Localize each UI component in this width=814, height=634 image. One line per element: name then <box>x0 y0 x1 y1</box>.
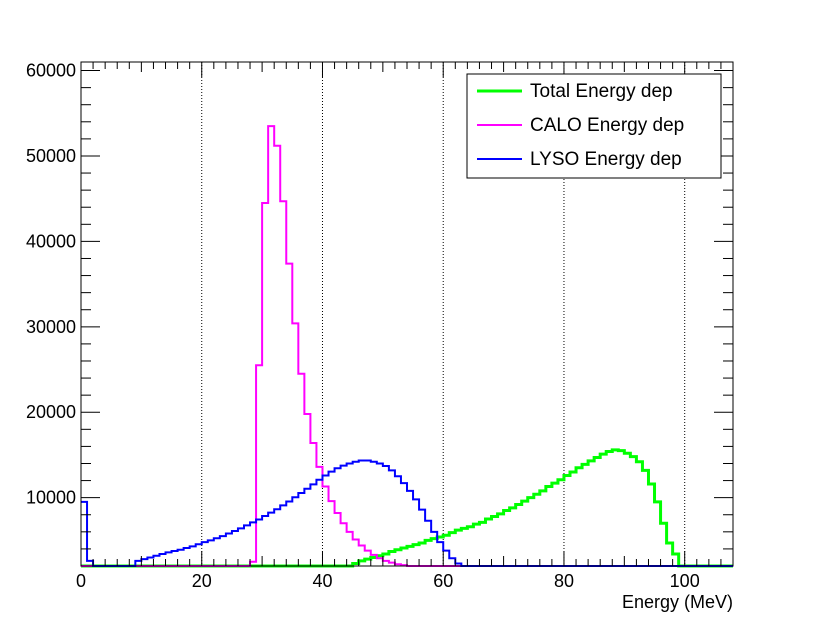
y-tick-label: 40000 <box>26 231 76 251</box>
y-tick-label: 10000 <box>26 488 76 508</box>
y-tick-label: 60000 <box>26 61 76 81</box>
x-axis-label: Energy (MeV) <box>622 592 733 612</box>
y-tick-label: 50000 <box>26 146 76 166</box>
legend: Total Energy dep CALO Energy dep LYSO Ener… <box>466 73 722 179</box>
legend-label: Total Energy dep <box>530 81 673 102</box>
x-tick-label: 20 <box>192 571 212 591</box>
x-tick-label: 80 <box>554 571 574 591</box>
legend-label: CALO Energy dep <box>530 115 684 136</box>
x-tick-label: 60 <box>433 571 453 591</box>
y-tick-label: 20000 <box>26 402 76 422</box>
x-tick-label: 0 <box>76 571 86 591</box>
axes: 0 20 40 60 80 100 10000 20000 30000 40000 50000 600… <box>26 61 734 591</box>
y-tick-label: 30000 <box>26 317 76 337</box>
x-tick-label: 100 <box>670 571 700 591</box>
x-tick-label: 40 <box>312 571 332 591</box>
legend-label: LYSO Energy dep <box>530 149 682 170</box>
